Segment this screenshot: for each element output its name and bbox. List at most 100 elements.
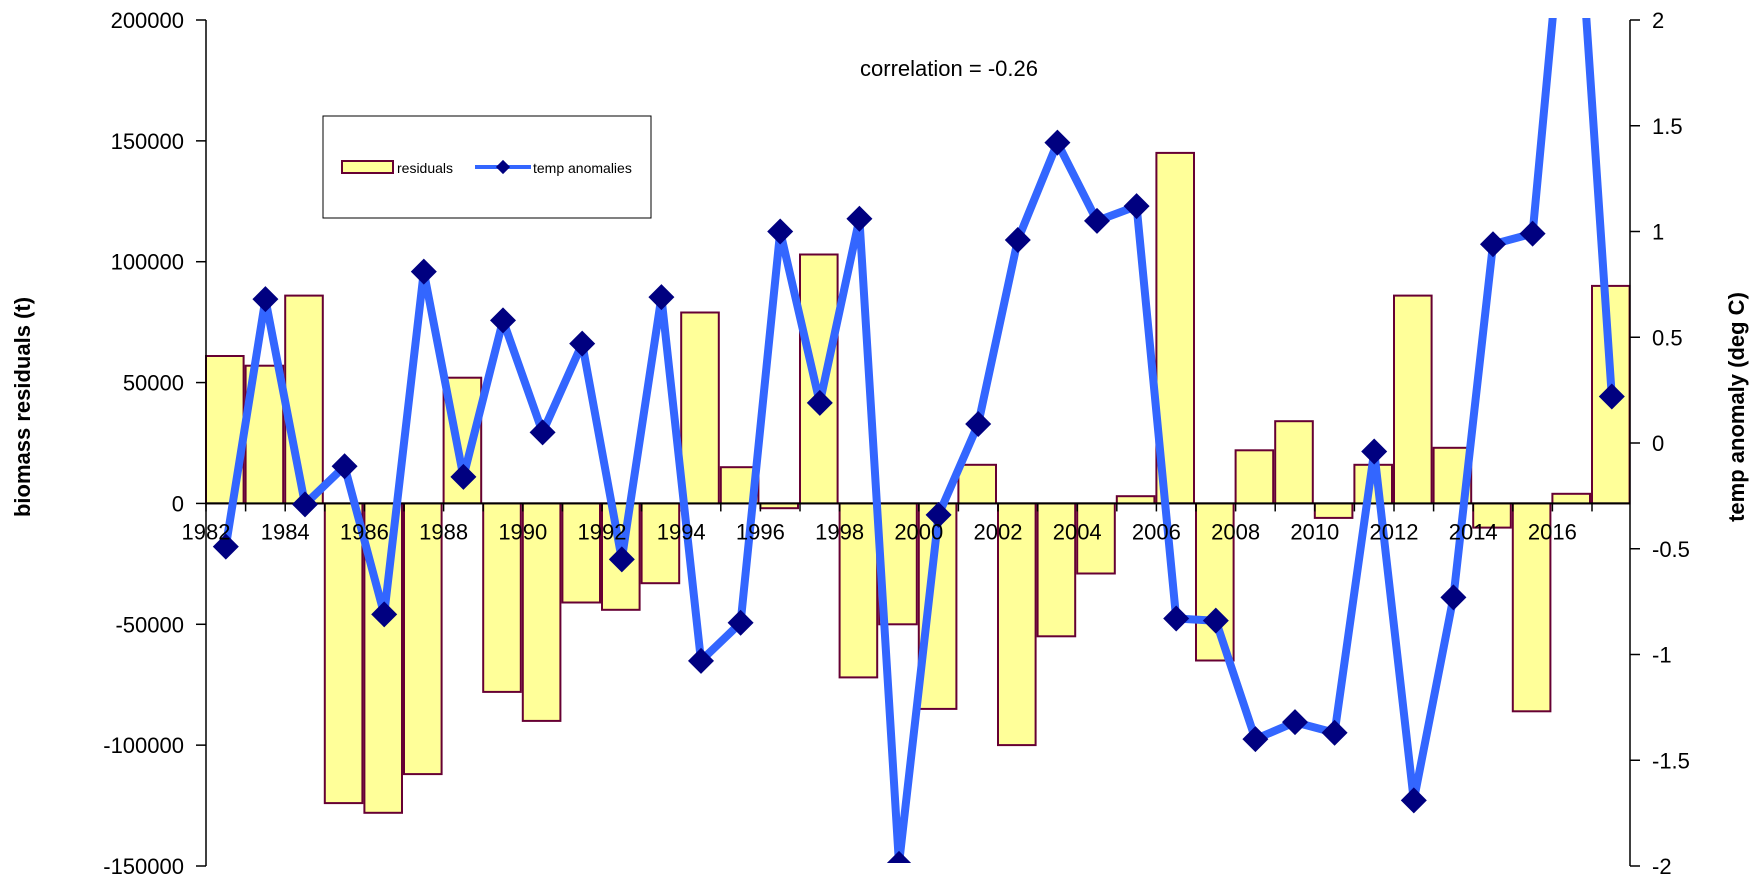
bar-2016 <box>1551 492 1592 505</box>
bar-2010 <box>1313 502 1354 519</box>
temp-point-1998 <box>846 205 873 232</box>
bar-1997 <box>799 253 839 505</box>
temp-point-2017 <box>1598 383 1625 410</box>
bar-1989 <box>482 502 522 693</box>
x-tick-label: 1998 <box>815 519 864 544</box>
axes-layer <box>196 19 1640 867</box>
y2-tick-label: -0.5 <box>1652 537 1690 562</box>
temp-point-1994 <box>688 647 714 674</box>
y2-tick-label: -2 <box>1652 854 1672 879</box>
legend-swatch-temp-marker <box>495 159 511 175</box>
temp-point-1996 <box>767 218 794 245</box>
bar-1991 <box>561 502 602 604</box>
bar-2007 <box>1195 502 1235 662</box>
temp-point-1997 <box>806 389 833 416</box>
bar-2002 <box>997 502 1037 747</box>
bar-1994 <box>680 311 720 505</box>
temp-point-2001 <box>965 410 992 437</box>
y-tick-label: 50000 <box>123 371 184 396</box>
bar-2004 <box>1076 502 1116 575</box>
y-tick-label: 150000 <box>111 129 184 154</box>
temp-point-1992 <box>608 546 635 573</box>
legend-swatch-residuals <box>341 160 394 174</box>
temp-point-2011 <box>1361 438 1388 465</box>
x-tick-label: 1988 <box>419 519 468 544</box>
y-tick-label: 200000 <box>111 8 184 33</box>
x-tick-label: 2016 <box>1528 519 1577 544</box>
x-tick-label: 1986 <box>340 519 389 544</box>
temp-point-1984 <box>292 491 318 518</box>
bar-1990 <box>521 502 562 722</box>
x-tick-label: 2010 <box>1290 519 1339 544</box>
y-tick-label: 100000 <box>111 250 184 275</box>
bar-1998 <box>838 502 879 679</box>
bar-1985 <box>323 502 364 805</box>
temp-point-1986 <box>371 601 398 628</box>
y-tick-label: -150000 <box>103 854 184 879</box>
y2-tick-label: -1.5 <box>1652 748 1690 773</box>
temp-point-2009 <box>1282 709 1308 736</box>
x-tick-label: 1996 <box>736 519 785 544</box>
y-tick-label: 0 <box>172 491 184 516</box>
x-tick-label: 2014 <box>1449 519 1498 544</box>
annotation-text: correlation = -0.26 <box>860 56 1038 81</box>
x-tick-label: 2008 <box>1211 519 1260 544</box>
temp-point-1982 <box>212 533 239 560</box>
bar-1993 <box>640 502 681 585</box>
x-tick-label: 2006 <box>1132 519 1181 544</box>
x-tick-label: 1994 <box>657 519 706 544</box>
bar-1984 <box>284 294 324 505</box>
y-axis-title: biomass residuals (t) <box>10 297 35 517</box>
legend: residuals temp anomalies <box>322 115 652 219</box>
x-tick-label: 1992 <box>578 519 627 544</box>
y-tick-label: -100000 <box>103 733 184 758</box>
y2-tick-label: 0 <box>1652 431 1664 456</box>
x-tick-label: 2002 <box>974 519 1023 544</box>
bar-2015 <box>1511 502 1552 713</box>
x-tick-label: 2012 <box>1370 519 1419 544</box>
temp-point-1987 <box>410 258 437 285</box>
temp-point-2014 <box>1480 231 1506 258</box>
temp-point-2002 <box>1004 226 1031 253</box>
line-layer <box>212 18 1625 863</box>
temp-point-2015 <box>1519 220 1546 247</box>
temp-point-2000 <box>925 501 952 528</box>
y-tick-label: -50000 <box>115 612 184 637</box>
x-tick-label: 2004 <box>1053 519 1102 544</box>
bar-2009 <box>1274 420 1314 505</box>
x-tick-label: 2000 <box>894 519 943 544</box>
temp-point-2012 <box>1400 787 1427 814</box>
x-tick-label: 1990 <box>498 519 547 544</box>
temp-point-1999 <box>886 850 912 863</box>
temp-point-1985 <box>331 453 358 480</box>
temp-point-2003 <box>1044 129 1071 156</box>
bar-2001 <box>957 463 998 505</box>
temp-point-1993 <box>648 284 675 311</box>
y2-tick-label: 1 <box>1652 220 1664 245</box>
temp-point-1988 <box>450 463 477 490</box>
y2-tick-label: -1 <box>1652 643 1672 668</box>
temp-point-2010 <box>1321 719 1348 746</box>
bar-2012 <box>1393 294 1433 505</box>
temp-point-2013 <box>1440 584 1467 611</box>
bar-2005 <box>1115 495 1156 505</box>
temp-point-2005 <box>1123 193 1150 220</box>
x-tick-label: 1982 <box>182 519 231 544</box>
y2-tick-label: 2 <box>1652 8 1664 33</box>
y2-tick-label: 0.5 <box>1652 325 1683 350</box>
temp-point-2008 <box>1242 726 1269 753</box>
y2-tick-label: 1.5 <box>1652 114 1683 139</box>
bar-1987 <box>403 502 443 776</box>
x-tick-label: 1984 <box>261 519 310 544</box>
temp-point-1995 <box>727 609 754 636</box>
temp-point-2006 <box>1163 605 1190 632</box>
temp-point-2007 <box>1202 607 1229 634</box>
y2-axis-title: temp anomaly (deg C) <box>1724 292 1749 522</box>
labels-layer: 200000 150000 100000 50000 0 -50000 -100000 -15… <box>103 8 1690 879</box>
legend-label-residuals: residuals <box>397 160 453 176</box>
temp-point-2004 <box>1084 207 1110 234</box>
temp-point-1989 <box>490 307 516 334</box>
temp-point-1983 <box>252 286 279 313</box>
temp-anomalies-line <box>221 18 1616 863</box>
